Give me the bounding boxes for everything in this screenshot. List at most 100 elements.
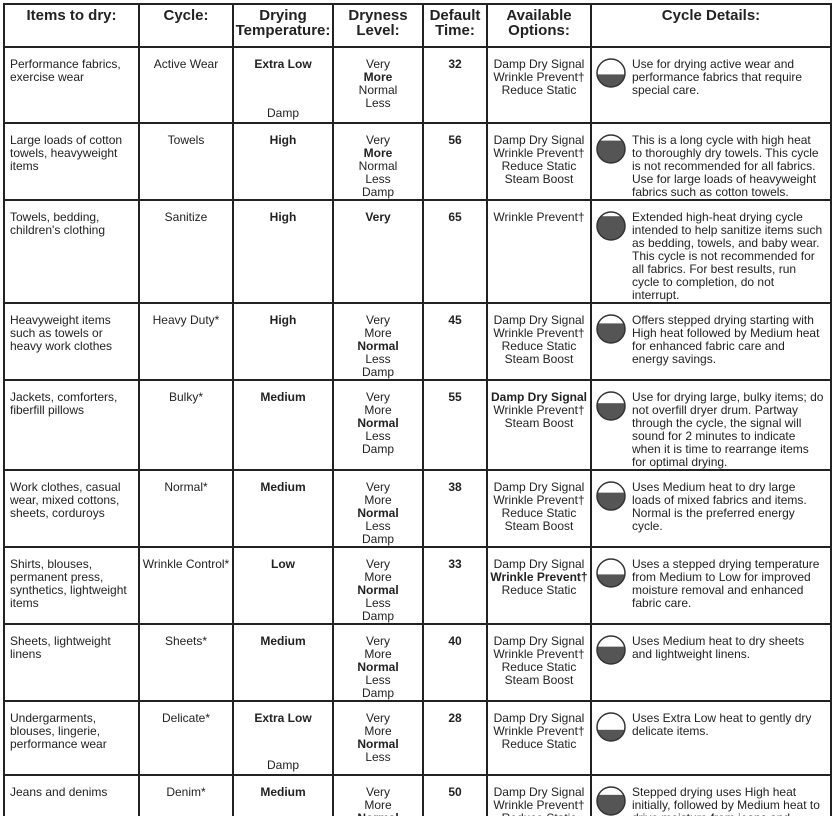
default-time: 28	[422, 700, 488, 776]
temperature-wrap: High	[234, 134, 332, 196]
details-cell: Uses Medium heat to dry sheets and light…	[590, 623, 832, 702]
option: Wrinkle Prevent†	[493, 146, 585, 160]
dryness-level: Damp	[361, 365, 394, 379]
dryness-level: Normal	[357, 583, 399, 597]
dryness-cell: Very More Normal Less Damp	[332, 122, 424, 201]
details-wrap: Use for drying large, bulky items; do no…	[596, 391, 830, 469]
temperature-wrap: Low	[234, 558, 332, 618]
dryness-level: Less	[365, 596, 391, 610]
cycle-details-text: Use for drying active wear and performan…	[632, 57, 803, 97]
dryness-level: Damp	[361, 686, 394, 700]
default-time: 56	[422, 122, 488, 201]
items-cell: Jackets, comforters, fiberfill pillows	[3, 379, 140, 471]
heat-level-icon	[596, 481, 626, 511]
heat-level-fill	[597, 323, 625, 343]
heat-level-fill	[597, 492, 625, 510]
cycle-cell: Bulky*	[138, 379, 234, 471]
table-row: Work clothes, casual wear, mixed cottons…	[3, 469, 832, 548]
options-cell: Damp Dry Signal Wrinkle Prevent† Steam Boo…	[486, 379, 592, 471]
table-row: Jeans and denimsDenim*MediumDampVeryMore…	[3, 774, 832, 816]
options-cell: Wrinkle Prevent†	[486, 199, 592, 304]
table-row: Towels, bedding, children's clothing Sani…	[3, 199, 832, 304]
header-time: Default Time:	[422, 3, 488, 48]
heat-level-icon	[596, 134, 626, 164]
temperature-damp: Damp	[266, 758, 299, 772]
dryness-cell: Very More Normal Less Damp	[332, 379, 424, 471]
temperature-value: Low	[271, 557, 295, 571]
header-items: Items to dry:	[3, 3, 140, 48]
temperature-cell: Extra Low Damp	[232, 700, 334, 776]
heat-level-fill	[597, 74, 625, 87]
cycle-cell: Towels	[138, 122, 234, 201]
dryness-level: More	[364, 493, 392, 507]
header-dryness: Dryness Level:	[332, 3, 424, 48]
table-row: Jackets, comforters, fiberfill pillows Bu…	[3, 379, 832, 471]
option: Steam Boost	[504, 519, 574, 533]
dryness-level: Less	[365, 673, 391, 687]
option: Damp Dry Signal	[493, 57, 585, 71]
dryness-level: Less	[365, 352, 391, 366]
option: Reduce Static	[501, 159, 577, 173]
dryness-level: Normal	[358, 159, 398, 173]
default-time: 45	[422, 302, 488, 381]
cycle-details-text: Uses Medium heat to dry large loads of m…	[632, 480, 807, 533]
table-row: Sheets, lightweight linens Sheets* Medium V…	[3, 623, 832, 702]
dryness-level: More	[364, 570, 392, 584]
details-cell: Extended high-heat drying cycle intended…	[590, 199, 832, 304]
option: Steam Boost	[504, 352, 574, 366]
temperature-cell: Low	[232, 546, 334, 625]
cycle-details-text: Uses a stepped drying temperature from M…	[632, 557, 820, 610]
temperature-wrap: High	[234, 211, 332, 285]
dryness-level: Very	[365, 711, 390, 725]
option: Wrinkle Prevent†	[493, 403, 585, 417]
dryness-level: More	[363, 70, 393, 84]
details-cell: Use for drying active wear and performan…	[590, 46, 832, 124]
items-cell: Undergarments, blouses, lingerie, perfor…	[3, 700, 140, 776]
dryness-level: Very	[365, 390, 390, 404]
default-time: 33	[422, 546, 488, 625]
details-wrap: Uses Medium heat to dry large loads of m…	[596, 481, 830, 533]
heat-level-icon	[596, 712, 626, 742]
temperature-value: High	[269, 313, 297, 327]
dryness-level: More	[364, 403, 392, 417]
option: Damp Dry Signal	[490, 390, 588, 404]
items-cell: Towels, bedding, children's clothing	[3, 199, 140, 304]
dryness-level: Normal	[334, 812, 422, 816]
heat-level-fill	[597, 216, 625, 240]
cycle-details-text: Offers stepped drying starting with High…	[632, 313, 820, 366]
dryness-level: Very	[365, 133, 390, 147]
heat-level-icon	[596, 635, 626, 665]
dryness-level: Less	[365, 429, 391, 443]
heat-level-icon	[596, 558, 626, 588]
heat-level-fill	[597, 794, 625, 815]
temperature-wrap: Extra Low Damp	[234, 712, 332, 772]
header-details: Cycle Details:	[590, 3, 832, 48]
option: Wrinkle Prevent†	[493, 210, 585, 224]
temperature-cell: Medium	[232, 379, 334, 471]
dryness-level: Damp	[361, 532, 394, 546]
dryness-level: Very	[365, 634, 390, 648]
details-wrap: Offers stepped drying starting with High…	[596, 314, 830, 366]
option: Steam Boost	[504, 673, 574, 687]
table-row: Large loads of cotton towels, heavyweigh…	[3, 122, 832, 201]
items-cell: Work clothes, casual wear, mixed cottons…	[3, 469, 140, 548]
option: Wrinkle Prevent†	[493, 647, 585, 661]
temperature-cell: High	[232, 302, 334, 381]
details-cell: Uses a stepped drying temperature from M…	[590, 546, 832, 625]
option: Reduce Static	[488, 812, 590, 816]
dryness-level: Very	[365, 557, 390, 571]
heat-level-fill	[597, 140, 625, 163]
details-wrap: Uses Extra Low heat to gently dry delica…	[596, 712, 830, 742]
cycle-details-text: Uses Extra Low heat to gently dry delica…	[632, 711, 812, 738]
table-row: Heavyweight items such as towels or heav…	[3, 302, 832, 381]
details-wrap: Use for drying active wear and performan…	[596, 58, 830, 97]
cycle-cell: Denim*	[138, 774, 234, 816]
option: Reduce Static	[501, 660, 577, 674]
heat-level-fill	[597, 729, 625, 741]
